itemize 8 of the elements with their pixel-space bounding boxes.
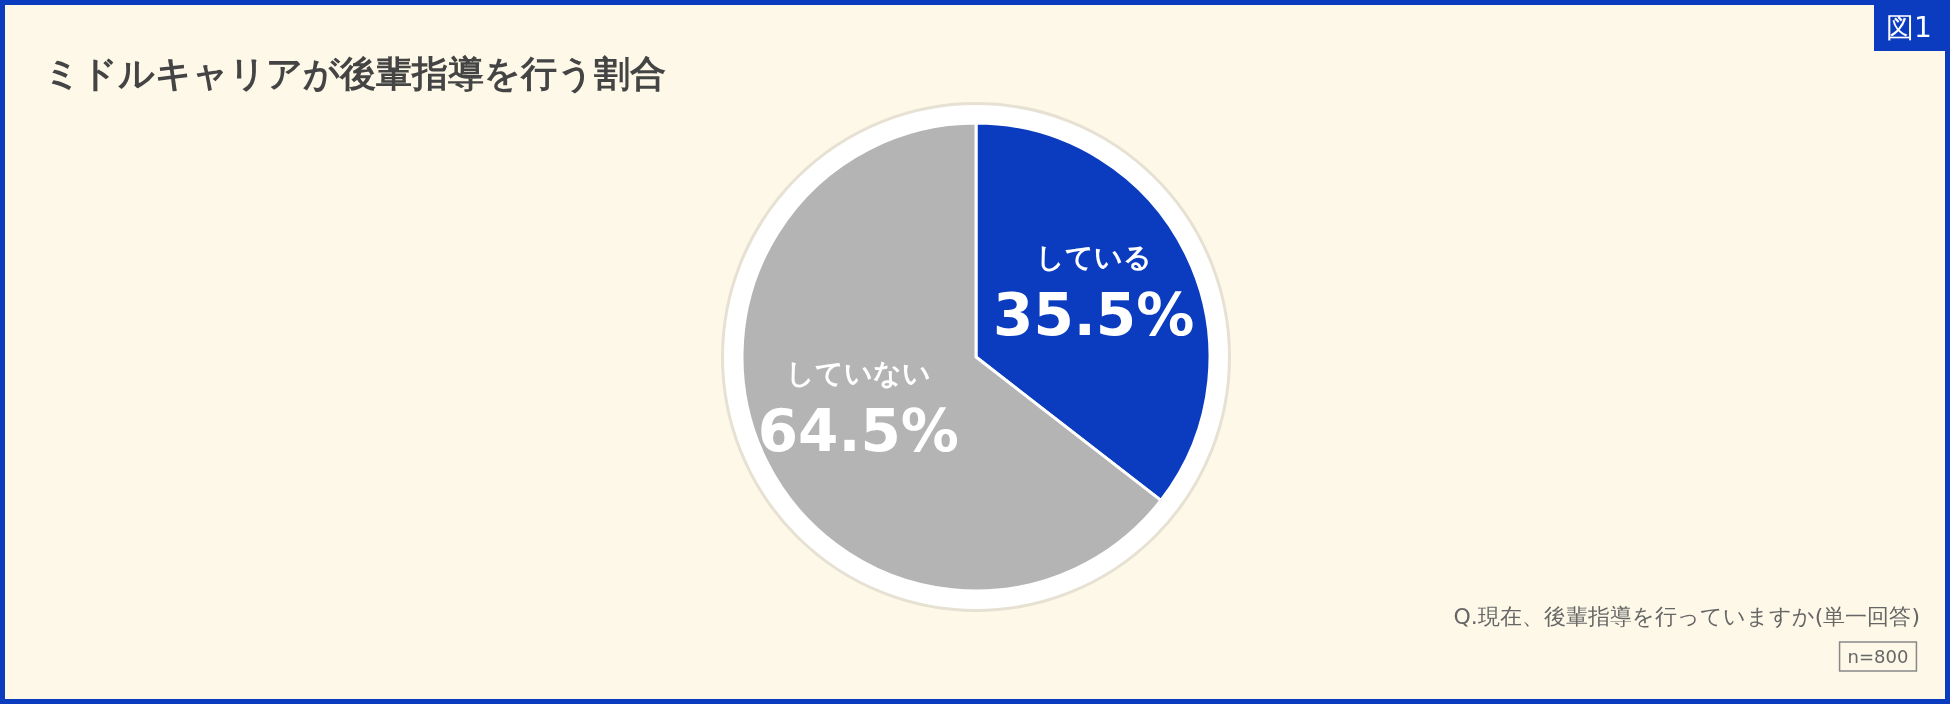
- text: n=800: [1847, 646, 1909, 667]
- slice-label: している: [1035, 241, 1152, 275]
- caption: 図1: [1886, 11, 1932, 44]
- text: ミドルキャリアが後輩指導を行う割合: [44, 53, 666, 94]
- data-label: 35.5%: [993, 281, 1195, 350]
- text: Q.現在、後輩指導を行っていますか(単一回答): [1453, 604, 1920, 629]
- slice-label: していない: [785, 356, 931, 390]
- data-label: 64.5%: [757, 396, 959, 465]
